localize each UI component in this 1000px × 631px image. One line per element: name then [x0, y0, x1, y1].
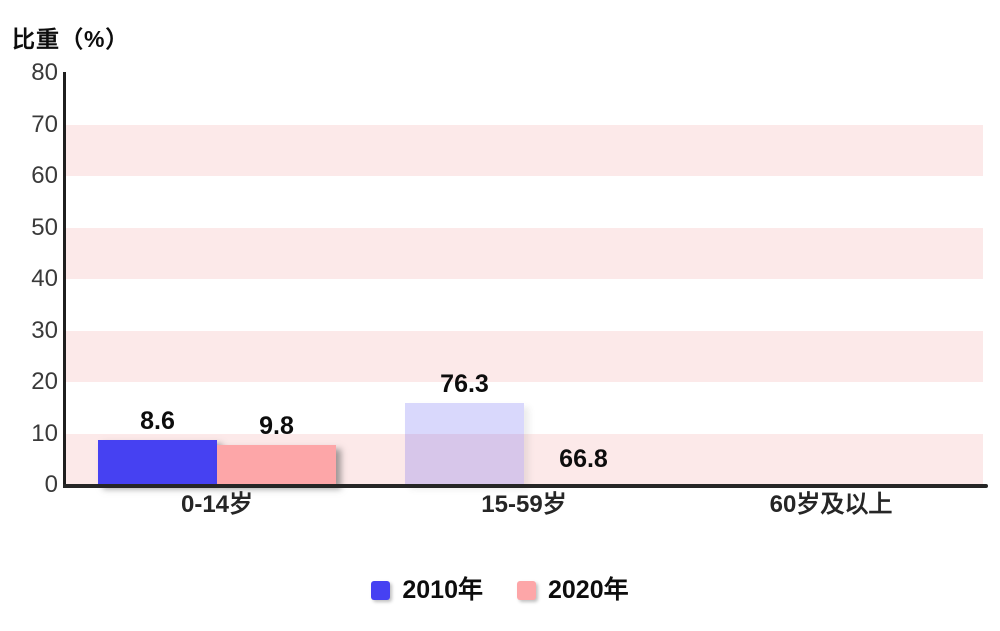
legend-swatch: [517, 581, 536, 600]
bar-2010年-0-14岁: [98, 440, 217, 485]
y-tick-label-20: 20: [31, 368, 58, 395]
grid-band: [66, 124, 983, 176]
x-axis-line: [63, 484, 988, 488]
legend-label: 2010年: [402, 576, 483, 604]
bar-value-label: 76.3: [440, 370, 489, 399]
y-tick-label-80: 80: [31, 59, 58, 86]
bar-2020年-0-14岁: [217, 444, 336, 485]
y-tick-label-70: 70: [31, 110, 58, 138]
y-tick-label-50: 50: [31, 213, 58, 241]
grid-band: [66, 227, 983, 279]
grid-band: [66, 330, 983, 382]
x-category-label: 0-14岁: [180, 491, 254, 518]
x-category-label: 60岁及以上: [769, 491, 893, 518]
y-tick-label-40: 40: [31, 265, 58, 292]
bar-value-label: 9.8: [259, 411, 294, 440]
x-category-label: 15-59岁: [481, 491, 567, 518]
legend-item-2010年[interactable]: 2010年: [371, 578, 483, 603]
bar-value-label: 66.8: [559, 445, 608, 473]
y-tick-label-10: 10: [31, 419, 58, 447]
bar-2010年-15-59岁: [405, 403, 524, 485]
legend-swatch: [371, 581, 391, 600]
y-axis-line: [63, 72, 66, 488]
legend-item-2020年[interactable]: 2020年: [517, 578, 629, 603]
y-tick-label-60: 60: [31, 162, 58, 189]
y-tick-label-0: 0: [44, 471, 58, 498]
y-axis-title: 比重（%）: [12, 26, 130, 52]
y-tick-label-30: 30: [31, 316, 58, 344]
legend-label: 2020年: [548, 576, 629, 604]
bar-value-label: 8.6: [140, 407, 175, 436]
legend: 2010年 2020年: [0, 578, 1000, 603]
